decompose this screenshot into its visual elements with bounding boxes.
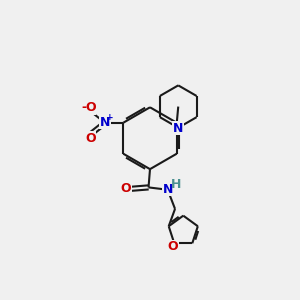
Text: H: H [171, 178, 182, 191]
Text: N: N [163, 183, 173, 196]
Text: -: - [82, 101, 87, 114]
Text: N: N [173, 122, 183, 135]
Text: O: O [167, 240, 178, 254]
Text: O: O [121, 182, 131, 195]
Text: O: O [85, 101, 96, 114]
Text: N: N [100, 116, 110, 129]
Text: +: + [106, 113, 114, 122]
Text: O: O [85, 132, 96, 145]
